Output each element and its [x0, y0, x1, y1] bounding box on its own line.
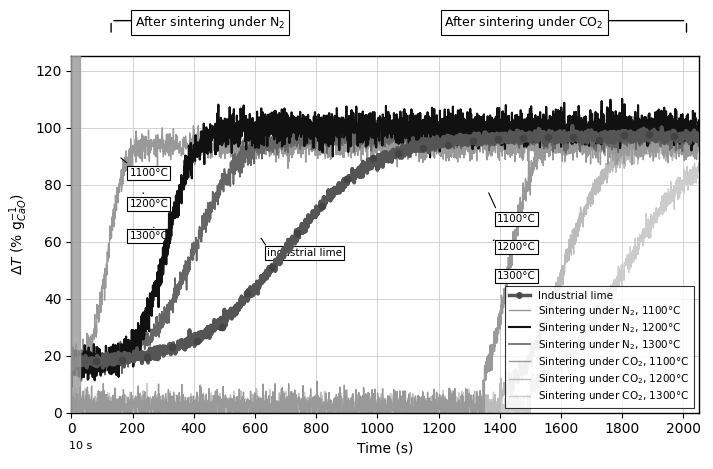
Y-axis label: $\Delta T$ (% g$^{-1}_{CaO}$): $\Delta T$ (% g$^{-1}_{CaO}$) [7, 194, 30, 275]
Text: After sintering under N$_2$: After sintering under N$_2$ [135, 14, 285, 31]
Legend: Industrial lime, Sintering under N$_2$, 1100°C, Sintering under N$_2$, 1200°C, S: Industrial lime, Sintering under N$_2$, … [505, 287, 694, 408]
Text: 1300°C: 1300°C [497, 271, 535, 281]
Text: 10 s: 10 s [69, 441, 92, 451]
Text: industrial lime: industrial lime [267, 248, 342, 258]
Bar [71, 56, 81, 413]
Text: 1300°C: 1300°C [130, 231, 168, 241]
Text: After sintering under CO$_2$: After sintering under CO$_2$ [444, 14, 604, 31]
Text: 1200°C: 1200°C [497, 242, 535, 252]
Text: 1200°C: 1200°C [130, 199, 168, 210]
Text: 1100°C: 1100°C [497, 214, 535, 224]
Text: 1100°C: 1100°C [130, 168, 168, 178]
X-axis label: Time (s): Time (s) [356, 442, 414, 456]
